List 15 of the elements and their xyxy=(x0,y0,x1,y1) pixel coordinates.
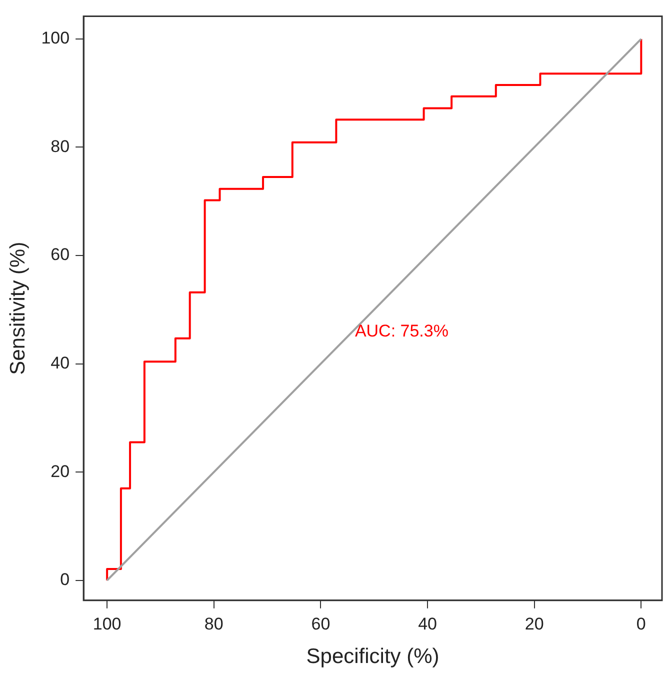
x-tick-label: 40 xyxy=(418,614,437,634)
annotation: AUC: 75.3% xyxy=(354,321,448,340)
y-tick-label: 0 xyxy=(60,570,70,590)
y-tick-label: 100 xyxy=(41,28,70,48)
x-tick-label: 100 xyxy=(92,614,122,634)
y-tick-label: 60 xyxy=(50,245,70,264)
y-tick-label: 80 xyxy=(50,136,70,156)
x-tick-label: 80 xyxy=(204,614,224,634)
x-tick-label: 60 xyxy=(311,614,330,634)
x-tick-label: 0 xyxy=(636,614,646,634)
y-tick-label: 40 xyxy=(50,353,70,372)
x-tick-label: 20 xyxy=(524,614,544,634)
y-axis-title: Sensitivity (%) xyxy=(6,242,30,375)
x-axis-title: Specificity (%) xyxy=(306,645,440,668)
y-tick-label: 20 xyxy=(50,462,70,481)
